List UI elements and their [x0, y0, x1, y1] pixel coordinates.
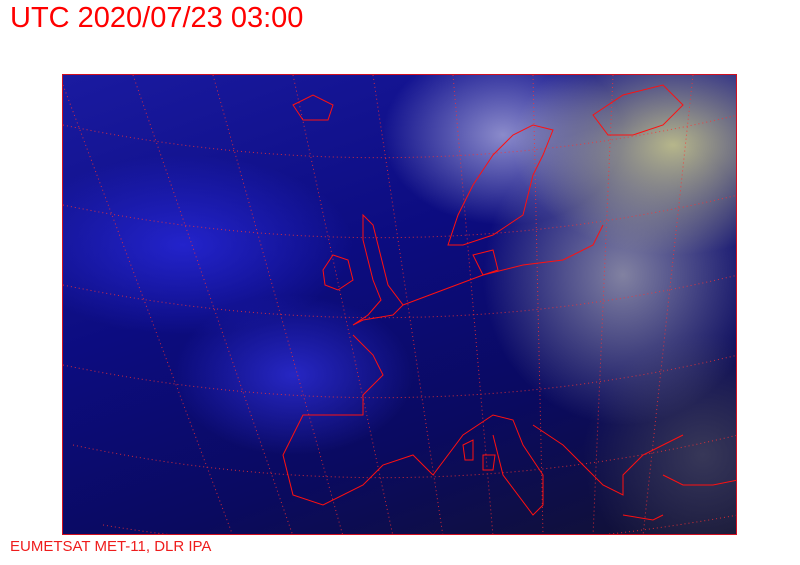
timestamp-title: UTC 2020/07/23 03:00 — [10, 2, 304, 34]
map-overlay — [63, 75, 736, 534]
satellite-map — [62, 74, 737, 535]
image-credit: EUMETSAT MET-11, DLR IPA — [10, 538, 212, 555]
graticule — [63, 75, 736, 534]
coastlines — [282, 84, 736, 521]
